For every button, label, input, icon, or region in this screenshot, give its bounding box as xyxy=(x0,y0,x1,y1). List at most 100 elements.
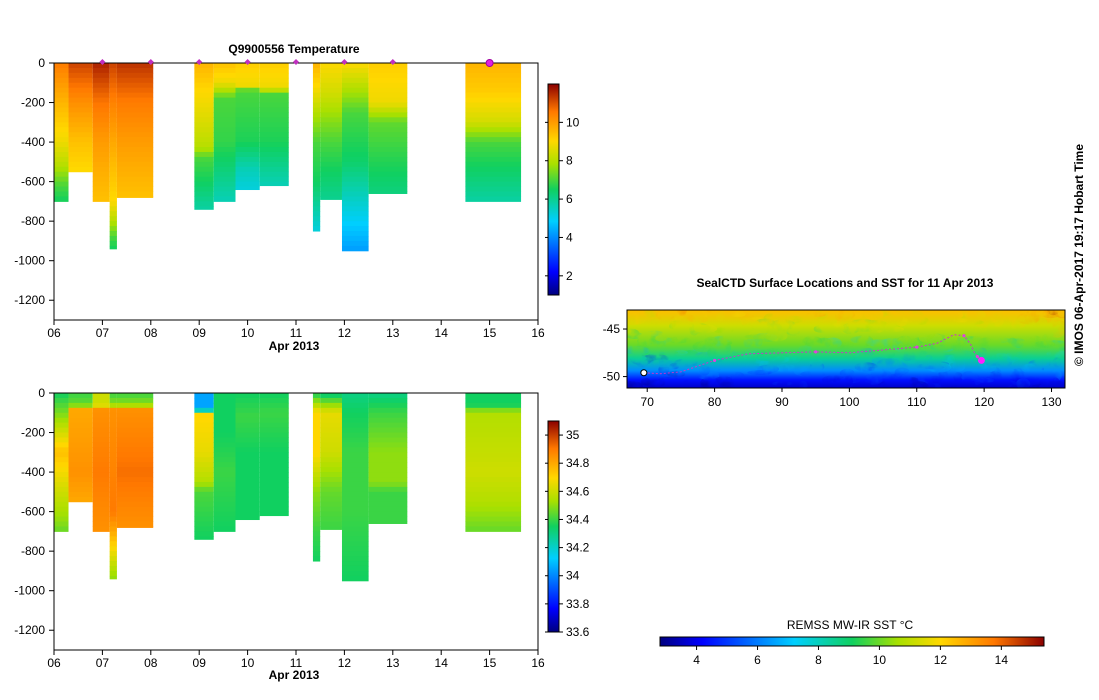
sal-colorbar-tick-label: 34 xyxy=(566,569,580,583)
temp-y-tick-label: 0 xyxy=(38,56,45,70)
sal-depth-cell xyxy=(54,486,69,493)
temp-depth-cell xyxy=(92,67,110,74)
sal-depth-cell xyxy=(54,467,69,473)
sal-depth-cell xyxy=(116,407,154,414)
temp-depth-cell xyxy=(68,72,93,79)
temp-depth-cell xyxy=(109,206,117,212)
sst-texture-blob xyxy=(630,355,647,361)
temp-depth-cell xyxy=(312,132,321,138)
sst-texture-blob xyxy=(800,370,825,378)
sal-depth-cell xyxy=(235,467,260,473)
temp-profile-column xyxy=(213,63,236,202)
temp-depth-cell xyxy=(368,117,408,123)
sal-depth-cell xyxy=(213,481,236,488)
temp-depth-cell xyxy=(320,132,342,138)
sal-depth-cell xyxy=(194,397,214,404)
sal-depth-cell xyxy=(465,467,522,473)
temp-depth-cell xyxy=(368,92,408,99)
temp-depth-cell xyxy=(54,102,69,108)
sal-depth-cell xyxy=(235,491,260,498)
sal-depth-cell xyxy=(109,541,117,547)
seal-last-position xyxy=(977,356,985,364)
sal-depth-cell xyxy=(116,447,154,453)
sal-depth-cell xyxy=(109,491,117,498)
sal-depth-cell xyxy=(116,412,154,419)
temp-x-tick-label: 16 xyxy=(531,326,545,340)
sst-texture-blob xyxy=(894,367,910,378)
sal-x-tick-label: 10 xyxy=(241,656,255,670)
sal-depth-cell xyxy=(54,472,69,478)
temp-profile-column xyxy=(341,63,369,252)
profile-marker xyxy=(341,59,348,65)
profile-marker xyxy=(389,59,396,65)
sal-depth-cell xyxy=(54,511,69,518)
sal-depth-cell xyxy=(68,462,93,468)
sst-texture-blob xyxy=(667,370,686,378)
temp-depth-cell xyxy=(68,112,93,118)
temp-depth-cell xyxy=(235,161,260,168)
sal-depth-cell xyxy=(235,457,260,463)
sal-depth-cell xyxy=(465,506,522,513)
sal-depth-cell xyxy=(259,407,289,414)
temp-x-tick-label: 06 xyxy=(47,326,61,340)
temp-depth-cell xyxy=(341,161,369,168)
temp-depth-cell xyxy=(465,82,522,89)
temp-profile-column xyxy=(368,63,408,194)
temp-depth-cell xyxy=(341,176,369,183)
sal-depth-cell xyxy=(235,417,260,424)
sal-depth-cell xyxy=(341,556,369,562)
sal-depth-cell xyxy=(213,447,236,453)
temp-depth-cell xyxy=(92,186,110,192)
temp-depth-cell xyxy=(194,63,214,69)
sst-texture-blob xyxy=(961,371,977,380)
sal-depth-cell xyxy=(194,521,214,527)
sal-depth-cell xyxy=(341,452,369,458)
temp-depth-cell xyxy=(341,196,369,202)
temp-depth-cell xyxy=(312,161,321,168)
temp-depth-cell xyxy=(194,176,214,183)
sst-colorbar-bar xyxy=(659,636,1045,647)
sal-depth-cell xyxy=(341,561,369,567)
temp-depth-cell xyxy=(109,240,117,247)
profile-marker xyxy=(99,59,106,65)
sal-depth-cell xyxy=(54,491,69,498)
latitude-tick-label: -50 xyxy=(603,370,621,384)
temp-y-tick-label: -1200 xyxy=(14,293,45,307)
sal-depth-cell xyxy=(259,506,289,513)
sal-depth-cell xyxy=(259,501,289,508)
temp-depth-cell xyxy=(465,171,522,178)
sal-depth-cell xyxy=(116,516,154,522)
temp-depth-cell xyxy=(213,82,236,89)
temp-depth-cell xyxy=(465,191,522,197)
sal-depth-cell xyxy=(368,393,408,399)
sal-depth-cell xyxy=(194,526,214,532)
sal-depth-cell xyxy=(320,491,342,498)
sst-texture-blob xyxy=(686,316,710,323)
temp-depth-cell xyxy=(213,77,236,84)
sal-depth-cell xyxy=(213,477,236,483)
temp-depth-cell xyxy=(312,166,321,173)
temp-depth-cell xyxy=(341,147,369,153)
sst-texture-blob xyxy=(1028,310,1050,317)
sst-texture-blob xyxy=(674,350,688,356)
temp-depth-cell xyxy=(194,151,214,158)
sst-texture-blob xyxy=(839,368,855,378)
temp-depth-cell xyxy=(109,201,117,207)
temp-depth-cell xyxy=(312,176,321,183)
temp-depth-cell xyxy=(116,156,154,163)
sal-depth-cell xyxy=(194,442,214,448)
temp-depth-cell xyxy=(109,127,117,133)
temp-depth-cell xyxy=(54,92,69,99)
salinity-colorbar-ticks: 33.6 33.8 34 34.2 34.4 34.6 34.8 35 xyxy=(545,428,590,639)
sst-texture-blob xyxy=(985,361,1002,366)
sal-depth-cell xyxy=(320,496,342,503)
sst-texture-blob xyxy=(627,380,643,388)
sal-depth-cell xyxy=(235,402,260,409)
temp-depth-cell xyxy=(312,63,321,69)
temp-depth-cell xyxy=(341,63,369,69)
sst-texture-blob xyxy=(991,310,1006,318)
temp-depth-cell xyxy=(68,151,93,158)
sal-depth-cell xyxy=(259,486,289,493)
temp-depth-cell xyxy=(116,112,154,118)
sal-depth-cell xyxy=(320,417,342,424)
